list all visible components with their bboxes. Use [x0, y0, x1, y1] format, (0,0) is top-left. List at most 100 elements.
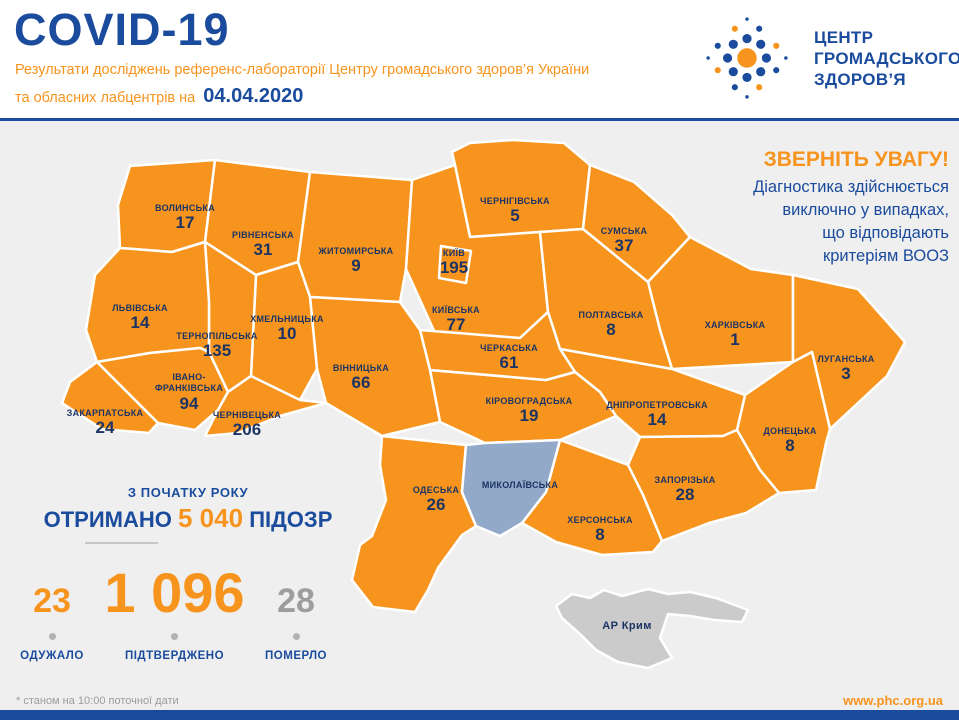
died-label: ПОМЕРЛО: [265, 650, 327, 662]
notice-block: ЗВЕРНІТЬ УВАГУ! Діагностика здійснюється…: [753, 148, 949, 268]
region-case-count: 61: [499, 353, 519, 372]
region-case-count: 37: [614, 236, 634, 255]
map-label-dnipropetrovska: ДНІПРОПЕТРОВСЬКА 14: [606, 400, 708, 428]
map-label-kyiv-city: КИЇВ 195: [440, 248, 468, 276]
map-label-zhytomyrska: ЖИТОМИРСЬКА 9: [319, 246, 394, 274]
region-name: ЧЕРНІВЕЦЬКА: [212, 410, 282, 420]
suspicions-value: 5 040: [178, 503, 244, 533]
notice-title: ЗВЕРНІТЬ УВАГУ!: [763, 148, 949, 171]
confirmed-label: ПІДТВЕРДЖЕНО: [124, 650, 225, 662]
subtitle-line2: та обласних лабцентрів на 04.04.2020: [15, 85, 303, 108]
region-case-count: 135: [202, 341, 232, 360]
logo-text-line2: ГРОМАДСЬКОГО: [814, 49, 959, 68]
region-case-count: 26: [426, 495, 446, 514]
map-label-luhanska: ЛУГАНСЬКА 3: [817, 354, 874, 382]
region-name: ЗАКАРПАТСЬКА: [66, 408, 144, 418]
subtitle-line1: Результати досліджень референс-лаборатор…: [15, 62, 590, 78]
suspicions-line: ОТРИМАНО 5 040 ПІДОЗР: [28, 503, 348, 534]
region-name: ЧЕРНІГІВСЬКА: [480, 196, 550, 206]
map-label-ivano-frankivska: ІВАНО-ФРАНКІВСЬКА 94: [145, 372, 233, 412]
region-case-count: 5: [510, 206, 520, 225]
region-name: ВІННИЦЬКА: [332, 363, 390, 373]
region-case-count: 17: [175, 213, 195, 232]
received-label: ОТРИМАНО: [43, 507, 172, 532]
map-label-kharkivska: ХАРКІВСЬКА 1: [705, 320, 766, 348]
notice-line: що відповідають: [822, 224, 949, 242]
recovered-dot: [49, 633, 56, 640]
footer-note: * станом на 10:00 поточної дати: [16, 695, 179, 707]
bottom-bar: [0, 710, 959, 720]
map-label-mykolaivska: МИКОЛАЇВСЬКА: [482, 480, 558, 490]
logo-text: ЦЕНТР ГРОМАДСЬКОГО ЗДОРОВ’Я: [814, 27, 959, 90]
map-label-cherkaska: ЧЕРКАСЬКА 61: [480, 343, 538, 371]
region-name: ПОЛТАВСЬКА: [578, 310, 644, 320]
region-case-count: 1: [730, 330, 740, 349]
died-dot: [293, 633, 300, 640]
suspicions-label: ПІДОЗР: [249, 507, 333, 532]
since-label: З ПОЧАТКУ РОКУ: [127, 485, 249, 500]
logo-text-line3: ЗДОРОВ’Я: [814, 70, 906, 89]
region-name: МИКОЛАЇВСЬКА: [481, 480, 559, 490]
notice-line: виключно у випадках,: [782, 201, 949, 219]
died-value: 28: [277, 582, 315, 620]
region-name: ЛЬВІВСЬКА: [112, 303, 168, 313]
phc-logo-icon: [706, 17, 788, 99]
region-name: ХЕРСОНСЬКА: [567, 515, 633, 525]
footer-website: www.phc.org.ua: [843, 693, 943, 708]
region-name: АР Крим: [602, 620, 652, 632]
report-date: 04.04.2020: [203, 85, 304, 107]
map-label-zaporizka: ЗАПОРІЗЬКА 28: [654, 475, 715, 503]
stats-divider: [85, 542, 158, 544]
region-name: ЗАПОРІЗЬКА: [654, 475, 716, 485]
region-case-count: 14: [647, 410, 667, 429]
region-name: ХМЕЛЬНИЦЬКА: [250, 314, 324, 324]
region-case-count: 8: [785, 436, 795, 455]
notice-line: Діагностика здійснюється: [753, 178, 949, 196]
region-name: ЧЕРКАСЬКА: [480, 343, 538, 353]
header: COVID-19 Результати досліджень референс-…: [0, 0, 959, 121]
region-case-count: 28: [675, 485, 695, 504]
region-case-count: 3: [841, 364, 851, 383]
region-name: ДНІПРОПЕТРОВСЬКА: [606, 400, 708, 410]
region-name: ВОЛИНСЬКА: [155, 203, 215, 213]
region-name: ТЕРНОПІЛЬСЬКА: [176, 331, 258, 341]
map-label-donetska: ДОНЕЦЬКА 8: [763, 426, 816, 454]
confirmed-value: 1 096: [104, 561, 245, 624]
region-case-count: 8: [606, 320, 616, 339]
confirmed-dot: [171, 633, 178, 640]
recovered-value: 23: [33, 582, 71, 620]
map-label-vinnytska: ВІННИЦЬКА 66: [333, 363, 389, 391]
page-title: COVID-19: [14, 4, 230, 55]
region-case-count: 8: [595, 525, 605, 544]
map-label-poltavska: ПОЛТАВСЬКА 8: [578, 310, 643, 338]
region-name: КІРОВОГРАДСЬКА: [485, 396, 573, 406]
region-case-count: 66: [351, 373, 371, 392]
region-name: ОДЕСЬКА: [412, 485, 460, 495]
map-label-chernivetska: ЧЕРНІВЕЦЬКА 206: [213, 410, 281, 438]
map-label-zakarpatska: ЗАКАРПАТСЬКА 24: [67, 408, 144, 436]
notice-line: критеріям ВООЗ: [823, 247, 949, 265]
region-case-count: 195: [439, 258, 469, 277]
region-case-count: 10: [277, 324, 297, 343]
region-name: ДОНЕЦЬКА: [763, 426, 817, 436]
region-case-count: 9: [351, 256, 361, 275]
recovered-label: ОДУЖАЛО: [20, 650, 84, 662]
map-label-kyivska: КИЇВСЬКА 77: [432, 305, 480, 333]
map-label-kirovohradska: КІРОВОГРАДСЬКА 19: [486, 396, 573, 424]
logo-text-line1: ЦЕНТР: [814, 28, 874, 47]
region-name: РІВНЕНСЬКА: [232, 230, 294, 240]
map-label-volynska: ВОЛИНСЬКА 17: [155, 203, 215, 231]
region-name: ІВАНО-ФРАНКІВСЬКА: [154, 372, 224, 393]
region-name: ХАРКІВСЬКА: [704, 320, 766, 330]
region-case-count: 206: [232, 420, 262, 439]
map-label-lvivska: ЛЬВІВСЬКА 14: [112, 303, 168, 331]
region-name: КИЇВСЬКА: [432, 305, 480, 315]
region-case-count: 19: [519, 406, 539, 425]
map-label-rivnenska: РІВНЕНСЬКА 31: [232, 230, 294, 258]
subtitle-line2-text: та обласних лабцентрів на: [15, 90, 196, 106]
region-case-count: 24: [95, 418, 115, 437]
map-label-sumska: СУМСЬКА 37: [601, 226, 648, 254]
map-label-khmelnytska: ХМЕЛЬНИЦЬКА 10: [250, 314, 324, 342]
map-label-khersonska: ХЕРСОНСЬКА 8: [567, 515, 633, 543]
